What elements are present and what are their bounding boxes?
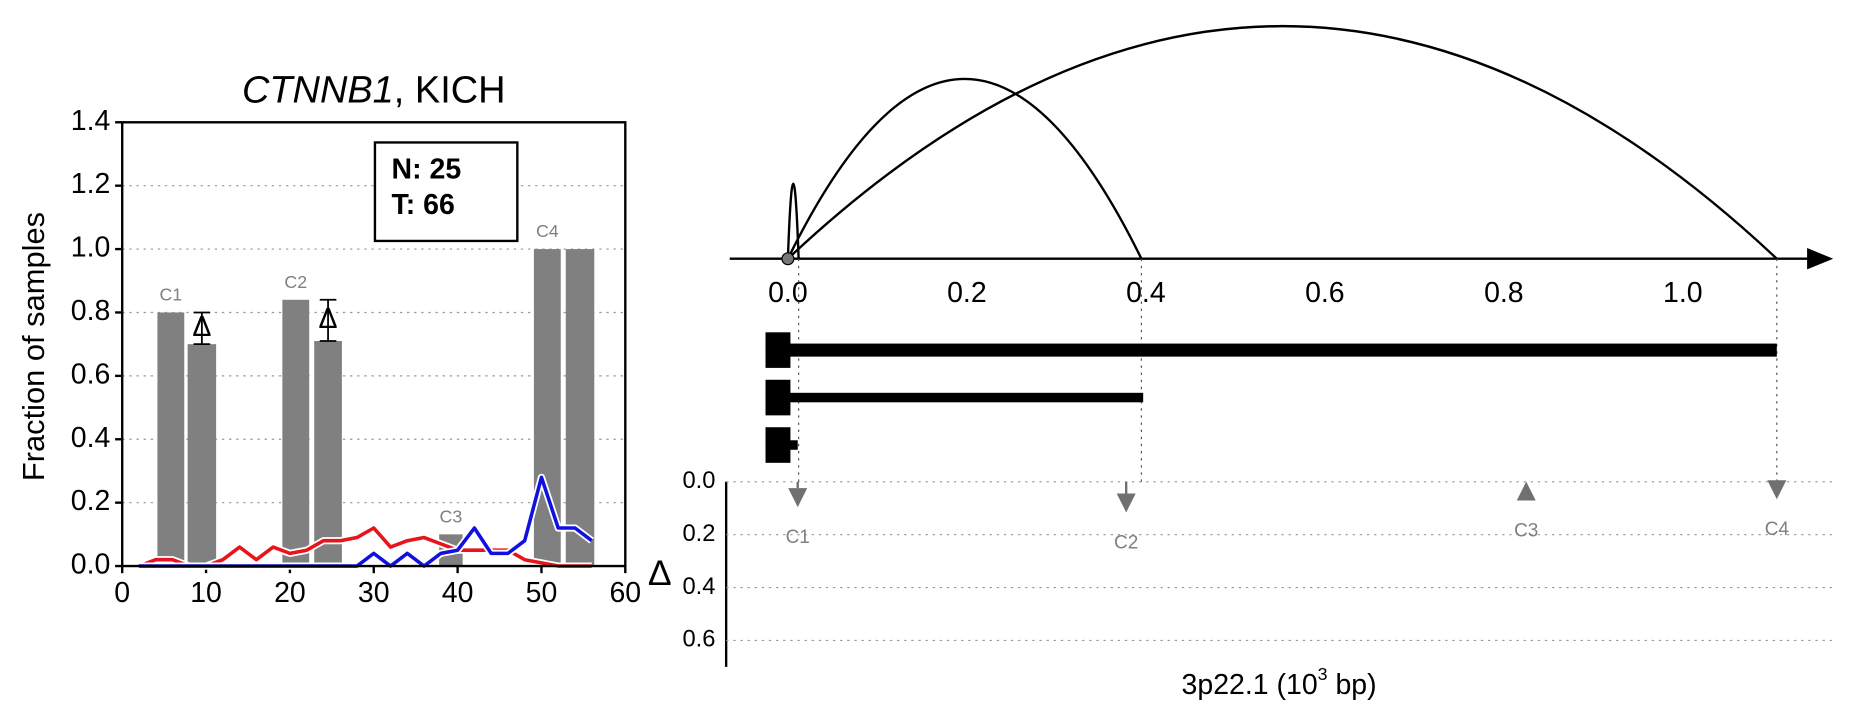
y-tick-label: 0.6 [71,358,111,390]
marker-label: C4 [1765,519,1789,540]
chart-title: CTNNB1, KICH [242,70,506,112]
title-gene: CTNNB1 [242,70,394,112]
delta-marker [1767,480,1787,500]
x-label-sup: 3 [1318,664,1328,684]
count-box [373,141,519,243]
x-label-unit: bp) [1328,668,1377,700]
x-tick-label: 0 [114,577,130,609]
bar [565,249,595,567]
axis-arrow [1807,248,1834,270]
cluster-label: C4 [536,221,559,241]
x-tick-label: 0.0 [768,277,808,309]
delta-tick-label: 0.2 [682,521,715,547]
delta-symbol: Δ [192,311,211,343]
transcript-block [765,332,791,368]
cluster-label: C3 [440,506,463,526]
count-line: T: 66 [392,189,455,221]
transcript-block [765,379,791,416]
origin-dot [781,252,795,266]
y-tick-label: 1.2 [71,168,111,200]
x-tick-label: 0.2 [947,277,987,309]
x-axis-label: 3p22.1 (103 bp) [1182,664,1377,700]
x-tick-label: 40 [442,577,474,609]
y-tick-label: 0.0 [71,549,111,581]
marker-label: C2 [1114,532,1138,553]
transcript-block [765,427,791,463]
transcript-line [765,343,1777,357]
x-tick-label: 0.6 [1305,277,1345,309]
bar [282,299,310,567]
delta-marker [1116,493,1136,513]
marker-label: C1 [786,527,810,548]
x-tick-label: 30 [358,577,390,609]
x-tick-label: 0.8 [1484,277,1524,309]
y-tick-label: 0.8 [71,295,111,327]
plot-frame [121,121,627,568]
junction-arc [786,182,800,259]
x-tick-label: 20 [274,577,306,609]
delta-marker [788,488,808,508]
transcript-line [765,392,1144,403]
x-label-main: 3p22.1 (10 [1182,668,1318,700]
y-tick-label: 0.2 [71,485,111,517]
delta-tick-label: 0.4 [682,574,715,600]
bar [187,344,217,567]
bar [157,312,185,567]
delta-tick-label: 0.6 [682,627,715,653]
y-tick-label: 0.4 [71,422,111,454]
x-tick-label: 0.4 [1126,277,1166,309]
bar [314,340,342,567]
delta-symbol: Δ [319,303,338,335]
x-tick-label: 50 [526,577,558,609]
title-cohort: , KICH [394,70,506,112]
cluster-label: C2 [284,272,307,292]
delta-axis-label: Δ [648,553,672,593]
x-tick-label: 1.0 [1663,277,1703,309]
y-tick-label: 1.4 [71,105,111,137]
junction-arc [787,24,1778,260]
x-tick-label: 10 [190,577,222,609]
y-axis-label: Fraction of samples [16,212,51,481]
junction-arc [786,77,1143,260]
y-tick-label: 1.0 [71,232,111,264]
delta-marker [1516,481,1536,501]
delta-tick-label: 0.0 [682,468,715,494]
cluster-label: C1 [159,285,182,305]
marker-label: C3 [1514,520,1538,541]
x-tick-label: 60 [609,577,641,609]
count-line: N: 25 [392,153,462,185]
